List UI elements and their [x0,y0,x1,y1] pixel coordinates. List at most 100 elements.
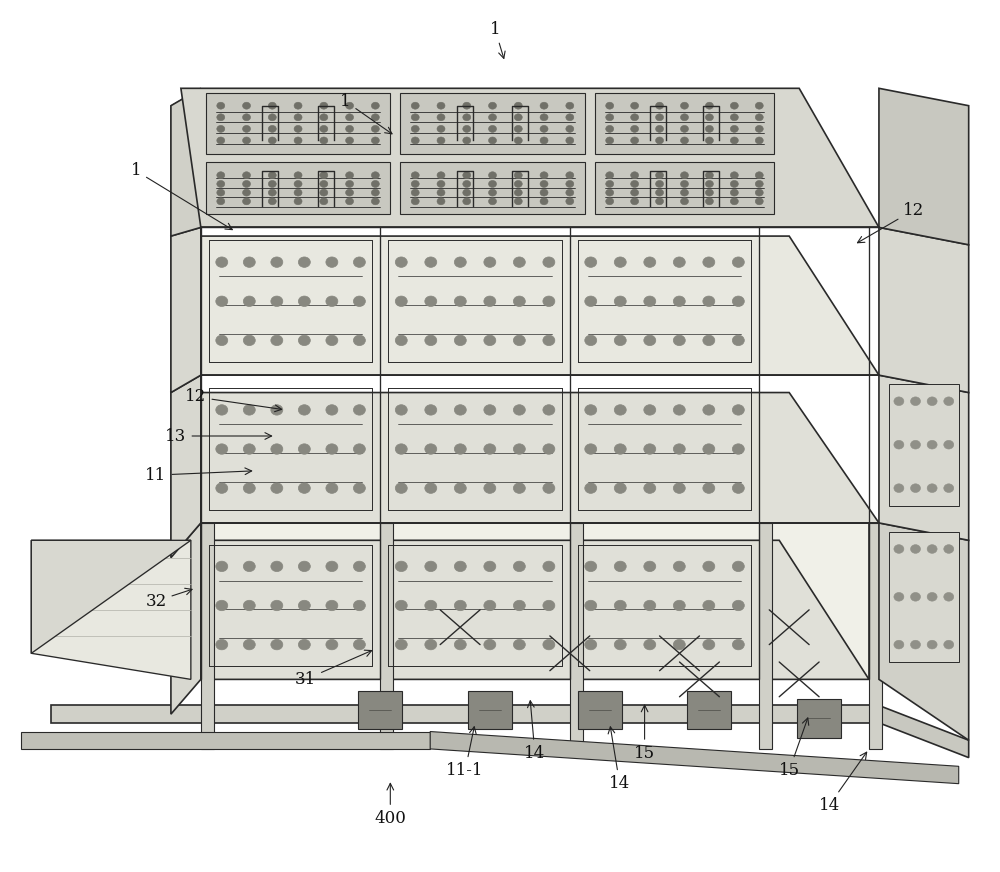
Circle shape [730,181,738,187]
Circle shape [216,335,228,345]
Circle shape [411,172,419,179]
Circle shape [298,296,310,306]
Circle shape [216,639,228,650]
Circle shape [680,181,688,187]
Circle shape [326,405,338,415]
Circle shape [614,405,626,415]
Circle shape [371,189,379,196]
Circle shape [540,172,548,179]
Circle shape [606,114,614,120]
Circle shape [243,335,255,345]
Circle shape [425,562,437,572]
Polygon shape [380,523,393,749]
Circle shape [395,444,407,454]
Circle shape [730,102,738,109]
Circle shape [540,137,548,144]
Circle shape [294,114,302,120]
Circle shape [543,257,555,268]
Circle shape [326,600,338,610]
Circle shape [606,102,614,109]
Circle shape [644,600,656,610]
Circle shape [294,189,302,196]
Circle shape [673,483,685,494]
Circle shape [540,181,548,187]
Circle shape [489,126,497,133]
Circle shape [411,114,419,120]
Circle shape [755,126,763,133]
Circle shape [395,405,407,415]
Circle shape [484,296,496,306]
Text: 15: 15 [779,718,809,780]
Circle shape [614,562,626,572]
Circle shape [656,137,664,144]
Circle shape [755,114,763,120]
Circle shape [894,484,904,493]
Circle shape [543,483,555,494]
Polygon shape [206,92,390,153]
Circle shape [703,405,715,415]
Circle shape [703,335,715,345]
Circle shape [243,172,251,179]
Circle shape [320,102,328,109]
Circle shape [353,483,365,494]
Circle shape [755,181,763,187]
Circle shape [944,592,954,601]
Circle shape [216,562,228,572]
Circle shape [614,257,626,268]
Circle shape [606,181,614,187]
Circle shape [703,296,715,306]
Polygon shape [400,162,585,215]
Circle shape [514,114,522,120]
Circle shape [944,640,954,649]
Circle shape [320,198,328,205]
Circle shape [425,600,437,610]
Circle shape [454,444,466,454]
Circle shape [454,483,466,494]
Polygon shape [759,523,772,749]
Circle shape [489,172,497,179]
Circle shape [395,639,407,650]
Circle shape [894,592,904,601]
Circle shape [732,335,744,345]
Polygon shape [171,88,201,236]
Circle shape [644,444,656,454]
Circle shape [513,296,525,306]
Circle shape [732,405,744,415]
Circle shape [346,137,354,144]
Circle shape [216,600,228,610]
Circle shape [514,137,522,144]
Circle shape [484,562,496,572]
Circle shape [680,137,688,144]
Circle shape [614,296,626,306]
Circle shape [566,137,574,144]
Circle shape [894,397,904,405]
Circle shape [631,114,639,120]
Circle shape [271,562,283,572]
Circle shape [566,102,574,109]
Circle shape [566,172,574,179]
Circle shape [243,296,255,306]
Circle shape [585,405,597,415]
Circle shape [680,189,688,196]
Circle shape [631,137,639,144]
Polygon shape [358,691,402,729]
Text: 12: 12 [857,201,924,242]
Circle shape [298,405,310,415]
Circle shape [911,440,920,449]
Circle shape [217,126,225,133]
Circle shape [353,296,365,306]
Circle shape [454,562,466,572]
Circle shape [346,181,354,187]
Polygon shape [181,541,869,679]
Circle shape [673,296,685,306]
Circle shape [268,114,276,120]
Circle shape [437,198,445,205]
Circle shape [346,198,354,205]
Circle shape [411,137,419,144]
Circle shape [614,483,626,494]
Circle shape [543,562,555,572]
Circle shape [268,172,276,179]
Circle shape [911,592,920,601]
Circle shape [463,137,471,144]
Polygon shape [171,523,201,714]
